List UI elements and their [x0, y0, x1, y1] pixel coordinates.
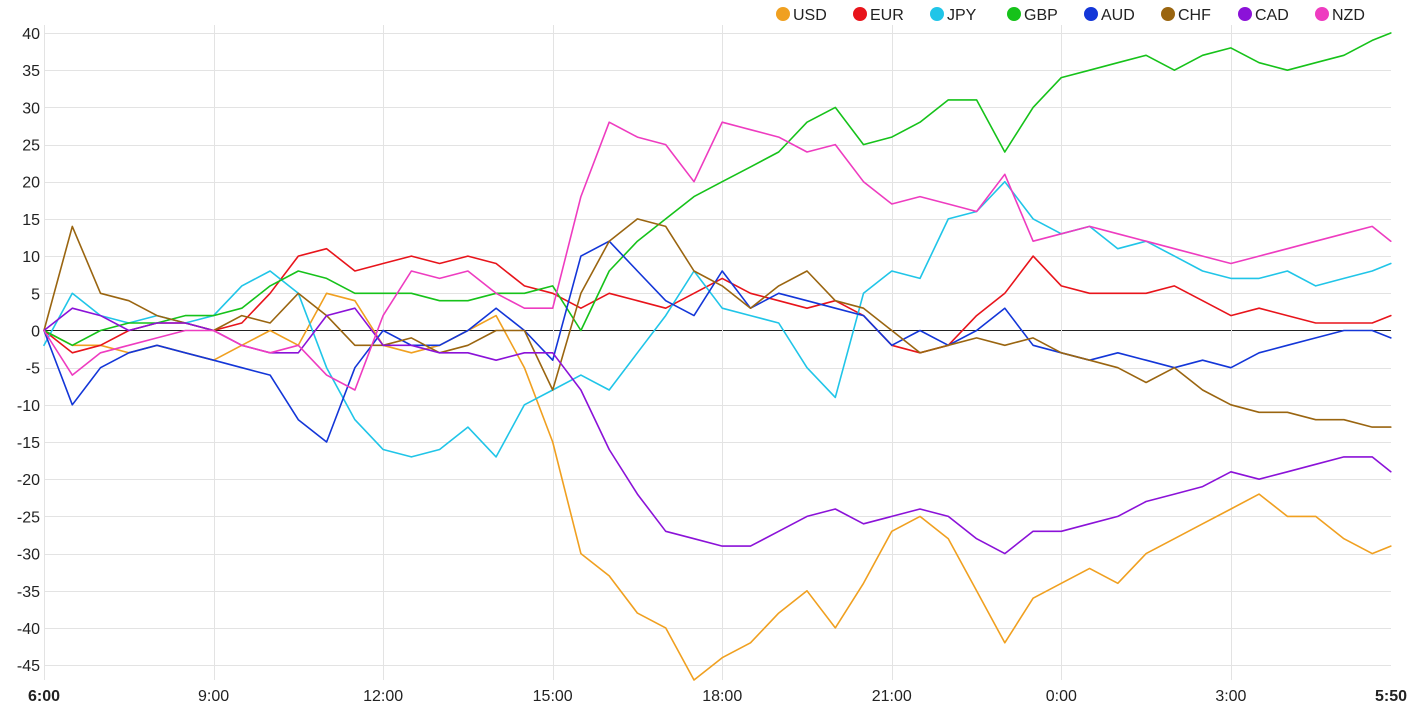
legend-swatch — [1161, 7, 1175, 21]
grid-lines — [44, 25, 1391, 680]
legend-swatch — [930, 7, 944, 21]
series-line-chf — [43, 218, 1392, 428]
legend-swatch — [1315, 7, 1329, 21]
x-tick-label: 5:50 — [1375, 688, 1407, 705]
series-line-usd — [43, 292, 1392, 681]
series-line-jpy — [43, 180, 1392, 458]
legend-label: CHF — [1178, 7, 1211, 24]
x-tick-label: 3:00 — [1215, 688, 1246, 705]
legend-item-eur[interactable]: EUR — [853, 7, 904, 24]
legend-swatch — [776, 7, 790, 21]
legend-label: GBP — [1024, 7, 1058, 24]
legend-label: EUR — [870, 7, 904, 24]
legend-label: NZD — [1332, 7, 1365, 24]
y-tick-label: -20 — [17, 472, 40, 489]
y-tick-label: -40 — [17, 621, 40, 638]
y-tick-label: -45 — [17, 658, 40, 675]
y-tick-label: -35 — [17, 584, 40, 601]
x-tick-label: 21:00 — [872, 688, 912, 705]
y-tick-label: 15 — [22, 212, 40, 229]
x-tick-label: 9:00 — [198, 688, 229, 705]
legend-label: CAD — [1255, 7, 1289, 24]
y-tick-label: -25 — [17, 509, 40, 526]
legend-swatch — [1084, 7, 1098, 21]
series-line-aud — [43, 240, 1392, 443]
series-lines — [43, 32, 1392, 681]
legend-label: JPY — [947, 7, 977, 24]
y-tick-label: 40 — [22, 26, 40, 43]
legend-swatch — [1238, 7, 1252, 21]
y-tick-label: -5 — [26, 361, 40, 378]
y-tick-label: -30 — [17, 547, 40, 564]
series-line-nzd — [43, 121, 1392, 391]
legend-item-chf[interactable]: CHF — [1161, 7, 1211, 24]
legend-item-usd[interactable]: USD — [776, 7, 827, 24]
legend-item-cad[interactable]: CAD — [1238, 7, 1289, 24]
legend-item-nzd[interactable]: NZD — [1315, 7, 1365, 24]
legend-swatch — [1007, 7, 1021, 21]
legend: USD EUR JPY GBP AUD CHF CAD NZD — [776, 7, 1365, 24]
series-line-eur — [43, 247, 1392, 354]
series-line-gbp — [43, 32, 1392, 347]
legend-item-gbp[interactable]: GBP — [1007, 7, 1058, 24]
x-tick-label: 15:00 — [533, 688, 573, 705]
y-tick-label: 0 — [31, 323, 40, 340]
y-tick-label: 5 — [31, 286, 40, 303]
y-tick-label: 35 — [22, 63, 40, 80]
x-tick-label: 18:00 — [702, 688, 742, 705]
legend-label: USD — [793, 7, 827, 24]
legend-item-jpy[interactable]: JPY — [930, 7, 977, 24]
legend-item-aud[interactable]: AUD — [1084, 7, 1135, 24]
x-tick-label: 6:00 — [28, 688, 60, 705]
axis-labels: 40 35 30 25 20 15 10 5 0 -5 -10 -15 -20 -25 -30 -35 -40 -… — [17, 26, 1407, 705]
y-tick-label: 10 — [22, 249, 40, 266]
legend-swatch — [853, 7, 867, 21]
x-tick-label: 12:00 — [363, 688, 403, 705]
y-tick-label: -15 — [17, 435, 40, 452]
y-tick-label: -10 — [17, 398, 40, 415]
y-tick-label: 20 — [22, 175, 40, 192]
legend-label: AUD — [1101, 7, 1135, 24]
x-tick-label: 0:00 — [1046, 688, 1077, 705]
y-tick-label: 25 — [22, 138, 40, 155]
y-tick-label: 30 — [22, 100, 40, 117]
